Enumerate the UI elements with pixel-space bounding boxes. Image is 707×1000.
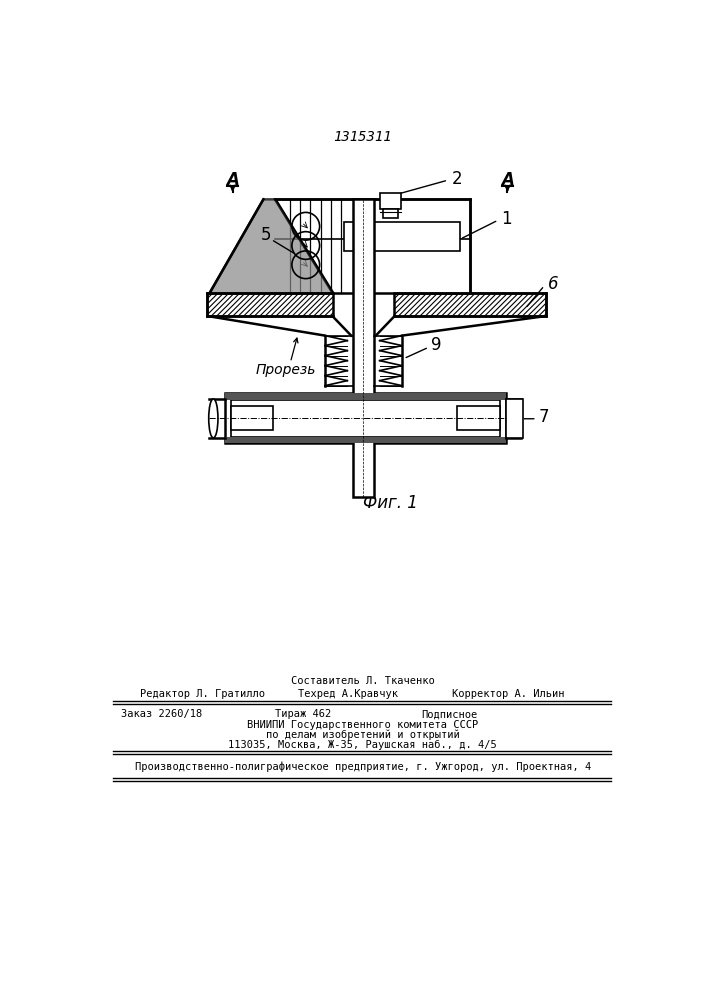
Text: Прорезь: Прорезь [256, 363, 316, 377]
Text: 9: 9 [431, 336, 442, 354]
Polygon shape [275, 199, 469, 293]
Text: Техред А.Кравчук: Техред А.Кравчук [298, 689, 398, 699]
Bar [207, 293, 333, 316]
Text: 2: 2 [451, 170, 462, 188]
Text: 6: 6 [547, 275, 558, 293]
Bar [382, 209, 398, 218]
Text: по делам изобретений и открытий: по делам изобретений и открытий [266, 730, 460, 740]
Text: Производственно-полиграфическое предприятие, г. Ужгород, ул. Проектная, 4: Производственно-полиграфическое предприя… [134, 762, 591, 772]
Text: ВНИИПИ Государственного комитета СССР: ВНИИПИ Государственного комитета СССР [247, 720, 479, 730]
Text: 1315311: 1315311 [334, 130, 392, 144]
Bar [354, 199, 373, 497]
Bar [395, 293, 546, 316]
Text: Подписное: Подписное [421, 709, 477, 719]
Text: Тираж 462: Тираж 462 [275, 709, 331, 719]
Bar [225, 393, 506, 443]
Text: 7: 7 [539, 408, 549, 426]
Text: 5: 5 [261, 227, 271, 244]
Polygon shape [209, 199, 333, 293]
Text: Корректор А. Ильин: Корректор А. Ильин [452, 689, 565, 699]
Bar [225, 393, 506, 400]
Text: A: A [226, 171, 239, 189]
Text: Фиг. 1: Фиг. 1 [363, 494, 419, 512]
Bar [506, 399, 523, 438]
Ellipse shape [209, 399, 218, 438]
Bar [457, 406, 500, 430]
Bar [225, 437, 506, 443]
Bar [380, 193, 402, 209]
Bar [231, 400, 500, 437]
Text: 1: 1 [501, 210, 512, 228]
Bar [344, 222, 460, 251]
Text: A: A [501, 171, 514, 189]
Text: Заказ 2260/18: Заказ 2260/18 [121, 709, 202, 719]
Text: Редактор Л. Гратилло: Редактор Л. Гратилло [140, 689, 265, 699]
Bar [231, 406, 274, 430]
Text: 113035, Москва, Ж-35, Раушская наб., д. 4/5: 113035, Москва, Ж-35, Раушская наб., д. … [228, 740, 497, 750]
Text: Составитель Л. Ткаченко: Составитель Л. Ткаченко [291, 676, 435, 686]
